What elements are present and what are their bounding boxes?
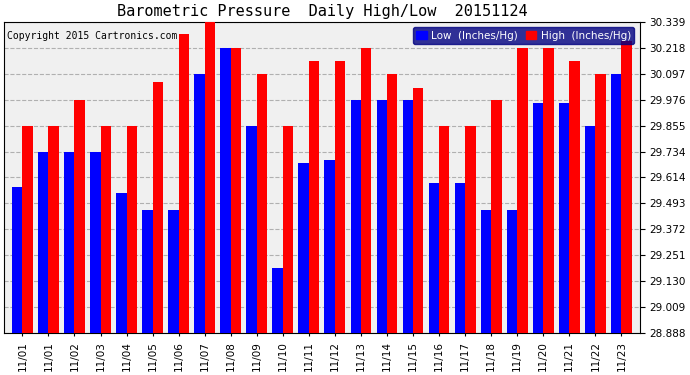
- Bar: [195, 74, 205, 333]
- Bar: [142, 210, 152, 333]
- Bar: [361, 48, 371, 333]
- Bar: [75, 100, 85, 333]
- Bar: [481, 210, 491, 333]
- Bar: [283, 126, 293, 333]
- Bar: [491, 100, 502, 333]
- Bar: [273, 268, 283, 333]
- Bar: [585, 126, 595, 333]
- Bar: [595, 74, 606, 333]
- Bar: [126, 126, 137, 333]
- Bar: [403, 100, 413, 333]
- Bar: [38, 152, 48, 333]
- Bar: [246, 126, 257, 333]
- Bar: [168, 210, 179, 333]
- Bar: [569, 61, 580, 333]
- Bar: [439, 126, 449, 333]
- Bar: [64, 152, 75, 333]
- Bar: [205, 22, 215, 333]
- Bar: [387, 74, 397, 333]
- Bar: [622, 41, 632, 333]
- Title: Barometric Pressure  Daily High/Low  20151124: Barometric Pressure Daily High/Low 20151…: [117, 4, 527, 19]
- Bar: [12, 187, 22, 333]
- Bar: [377, 100, 387, 333]
- Bar: [455, 183, 465, 333]
- Bar: [518, 48, 528, 333]
- Bar: [428, 183, 439, 333]
- Bar: [335, 61, 345, 333]
- Bar: [611, 74, 622, 333]
- Bar: [22, 126, 33, 333]
- Legend: Low  (Inches/Hg), High  (Inches/Hg): Low (Inches/Hg), High (Inches/Hg): [413, 27, 634, 44]
- Bar: [324, 160, 335, 333]
- Bar: [533, 103, 543, 333]
- Bar: [559, 103, 569, 333]
- Bar: [543, 48, 553, 333]
- Bar: [101, 126, 111, 333]
- Bar: [152, 82, 163, 333]
- Bar: [48, 126, 59, 333]
- Bar: [257, 74, 267, 333]
- Bar: [299, 163, 309, 333]
- Bar: [220, 48, 230, 333]
- Bar: [116, 193, 126, 333]
- Bar: [506, 210, 518, 333]
- Bar: [179, 34, 189, 333]
- Bar: [230, 48, 241, 333]
- Bar: [90, 152, 101, 333]
- Text: Copyright 2015 Cartronics.com: Copyright 2015 Cartronics.com: [8, 31, 178, 41]
- Bar: [413, 88, 424, 333]
- Bar: [465, 126, 475, 333]
- Bar: [309, 61, 319, 333]
- Bar: [351, 100, 361, 333]
